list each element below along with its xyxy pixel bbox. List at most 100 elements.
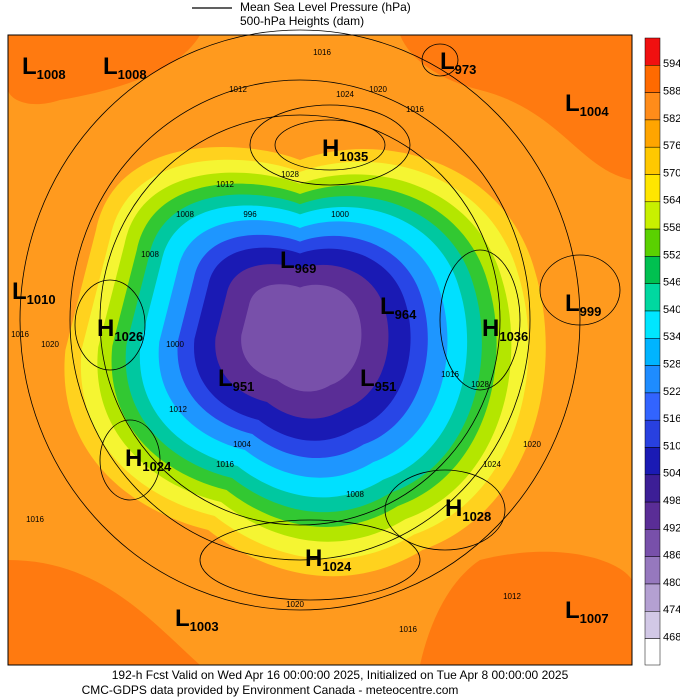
colorbar-swatch xyxy=(644,365,661,394)
system-value: 999 xyxy=(580,304,602,319)
isobar-label: 1024 xyxy=(483,460,501,469)
colorbar-label: 576 xyxy=(663,140,680,152)
pressure-system: H1036 xyxy=(482,315,528,344)
system-value: 969 xyxy=(295,261,317,276)
pressure-system: H1035 xyxy=(322,135,368,164)
system-value: 951 xyxy=(233,379,255,394)
colorbar-swatch xyxy=(644,392,661,421)
colorbar-swatch xyxy=(644,92,661,121)
isobar-label: 1020 xyxy=(523,440,541,449)
isobar-label: 1008 xyxy=(141,250,159,259)
colorbar-label: 552 xyxy=(663,249,680,261)
system-letter: L xyxy=(175,605,190,632)
colorbar-swatch xyxy=(644,447,661,476)
isobar-label: 1016 xyxy=(313,48,331,57)
pressure-system: L951 xyxy=(218,365,254,394)
system-letter: H xyxy=(322,135,339,162)
system-value: 1007 xyxy=(580,611,609,626)
colorbar-swatch xyxy=(644,583,661,612)
pressure-system: L999 xyxy=(565,290,601,319)
system-value: 1008 xyxy=(118,67,147,82)
system-value: 964 xyxy=(395,307,417,322)
system-letter: L xyxy=(440,48,455,75)
system-letter: L xyxy=(380,293,395,320)
colorbar-swatch xyxy=(644,37,661,66)
colorbar-label: 594 xyxy=(663,58,680,70)
system-letter: L xyxy=(360,365,375,392)
pressure-system: H1024 xyxy=(125,445,172,474)
pressure-system: L969 xyxy=(280,247,316,276)
colorbar-label: 528 xyxy=(663,359,680,371)
pressure-system: L1010 xyxy=(12,278,56,307)
isobar-label: 1016 xyxy=(216,460,234,469)
system-value: 951 xyxy=(375,379,397,394)
colorbar-swatch xyxy=(644,283,661,312)
isobar-label: 1020 xyxy=(286,600,304,609)
isobar-label: 1016 xyxy=(11,330,29,339)
pressure-system: L1003 xyxy=(175,605,219,634)
isobar-label: 1008 xyxy=(346,490,364,499)
system-value: 1010 xyxy=(27,292,56,307)
colorbar-swatch xyxy=(644,256,661,284)
colorbar-swatch xyxy=(644,146,661,175)
system-value: 1003 xyxy=(190,619,219,634)
footer-2: CMC-GDPS data provided by Environment Ca… xyxy=(82,683,459,697)
isobar-label: 1012 xyxy=(216,180,234,189)
colorbar-label: 516 xyxy=(663,413,680,425)
isobar-label: 1020 xyxy=(369,85,387,94)
system-value: 1026 xyxy=(114,329,143,344)
colorbar-label: 468 xyxy=(663,632,680,644)
colorbar-label: 564 xyxy=(663,195,680,207)
colorbar-label: 582 xyxy=(663,113,680,125)
isobar-label: 996 xyxy=(243,210,257,219)
system-value: 1024 xyxy=(322,559,352,574)
system-letter: L xyxy=(280,247,295,274)
system-letter: H xyxy=(97,315,114,342)
isobar-label: 1000 xyxy=(166,340,184,349)
isobar-label: 1000 xyxy=(331,210,349,219)
isobar-label: 1016 xyxy=(26,515,44,524)
system-letter: H xyxy=(125,445,142,472)
colorbar-swatch xyxy=(644,556,661,585)
system-value: 973 xyxy=(455,62,477,77)
isobar-label: 1016 xyxy=(406,105,424,114)
pressure-system: L1008 xyxy=(22,53,66,82)
colorbar-swatch xyxy=(644,119,661,148)
pressure-system: L951 xyxy=(360,365,396,394)
system-letter: L xyxy=(12,278,27,305)
pressure-system: H1024 xyxy=(305,545,352,574)
colorbar-swatch xyxy=(644,501,661,530)
colorbar-swatch xyxy=(644,419,661,448)
pressure-system: L973 xyxy=(440,48,476,77)
colorbar-label: 558 xyxy=(663,222,680,234)
colorbar-label: 534 xyxy=(663,331,680,343)
colorbar-swatch xyxy=(644,611,661,639)
colorbar-label: 570 xyxy=(663,167,680,179)
colorbar-swatch xyxy=(644,228,661,257)
colorbar-label: 486 xyxy=(663,550,680,562)
pressure-system: H1028 xyxy=(445,495,491,524)
isobar-label: 1016 xyxy=(441,370,459,379)
isobar-label: 1020 xyxy=(41,340,59,349)
system-letter: H xyxy=(445,495,462,522)
system-letter: H xyxy=(482,315,499,342)
isobar-label: 1024 xyxy=(336,90,354,99)
colorbar-swatch xyxy=(644,638,661,666)
colorbar-label: 492 xyxy=(663,522,680,534)
isobar-label: 1004 xyxy=(233,440,251,449)
colorbar-label: 522 xyxy=(663,386,680,398)
colorbar-swatch xyxy=(644,529,661,557)
system-letter: L xyxy=(565,90,580,117)
colorbar-label: 504 xyxy=(663,468,680,480)
system-value: 1036 xyxy=(499,329,528,344)
system-letter: L xyxy=(565,597,580,624)
height-shading xyxy=(241,284,362,392)
system-value: 1028 xyxy=(462,509,491,524)
isobar-label: 1012 xyxy=(503,592,521,601)
footer-1: 192-h Fcst Valid on Wed Apr 16 00:00:00 … xyxy=(112,668,569,682)
pressure-system: L1007 xyxy=(565,597,609,626)
colorbar-label: 510 xyxy=(663,440,680,452)
isobar-label: 1028 xyxy=(471,380,489,389)
subtitle: 500-hPa Heights (dam) xyxy=(240,14,364,28)
